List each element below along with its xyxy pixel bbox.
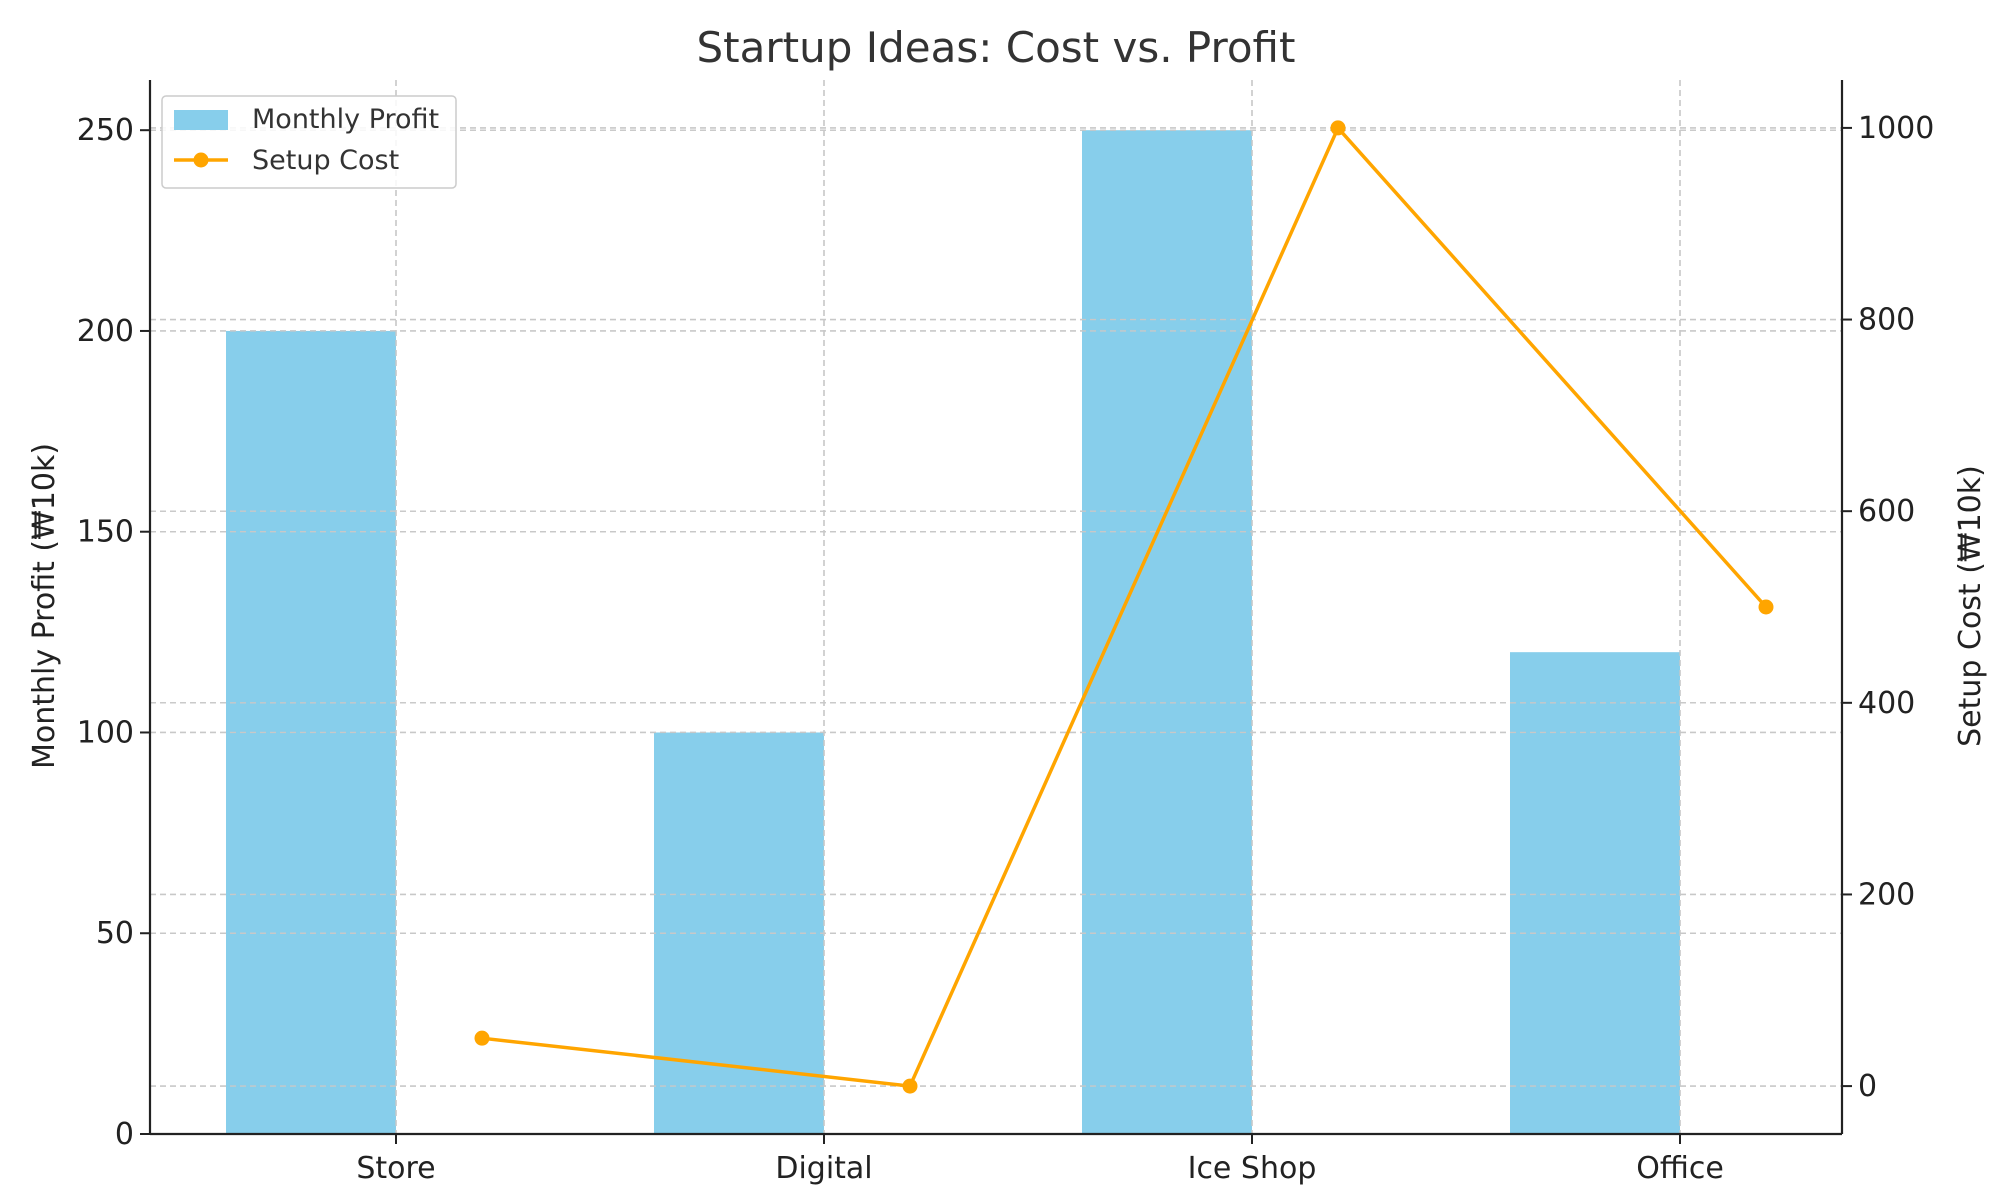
y2-axis-label: Setup Cost (₩10k) xyxy=(1953,465,1988,747)
setup-cost-point-store xyxy=(474,1030,490,1046)
y2-tick-label: 400 xyxy=(1858,686,1915,721)
setup-cost-point-office xyxy=(1758,599,1774,615)
y2-tick-label: 200 xyxy=(1858,877,1915,912)
y2-tick-label: 800 xyxy=(1858,303,1915,338)
axes: 0 50 100 150 200 250 0 200 400 600 800 1000 Store Dig… xyxy=(77,80,1934,1186)
legend-label-setup-cost: Setup Cost xyxy=(252,145,399,176)
y-tick-label: 50 xyxy=(96,916,134,951)
legend-box xyxy=(161,95,457,189)
y2-tick-label: 600 xyxy=(1858,494,1915,529)
legend: Monthly Profit Setup Cost xyxy=(161,95,457,189)
legend-line-marker xyxy=(193,152,209,168)
setup-cost-point-digital xyxy=(902,1078,918,1094)
chart-title: Startup Ideas: Cost vs. Profit xyxy=(697,23,1296,72)
y-tick-label: 100 xyxy=(77,715,134,750)
y-axis-label: Monthly Profit (₩10k) xyxy=(27,443,62,769)
x-tick-label: Digital xyxy=(775,1151,872,1186)
y-tick-label: 250 xyxy=(77,113,134,148)
y-tick-label: 0 xyxy=(115,1117,134,1152)
x-tick-label: Ice Shop xyxy=(1188,1151,1317,1186)
bar-series xyxy=(150,80,1842,1135)
setup-cost-point-ice-shop xyxy=(1330,120,1346,136)
y-tick-label: 200 xyxy=(77,314,134,349)
y2-tick-label: 0 xyxy=(1858,1069,1877,1104)
setup-cost-line xyxy=(481,126,1768,1088)
x-tick-label: Store xyxy=(356,1151,435,1186)
bar-ice-shop xyxy=(1082,130,1252,1134)
legend-bar-swatch xyxy=(174,110,228,130)
y-tick-label: 150 xyxy=(77,515,134,550)
line-series xyxy=(474,120,1774,1094)
legend-label-monthly-profit: Monthly Profit xyxy=(252,104,439,135)
x-tick-label: Office xyxy=(1636,1151,1724,1186)
bar-office xyxy=(1510,652,1680,1134)
y2-tick-label: 1000 xyxy=(1858,111,1934,146)
